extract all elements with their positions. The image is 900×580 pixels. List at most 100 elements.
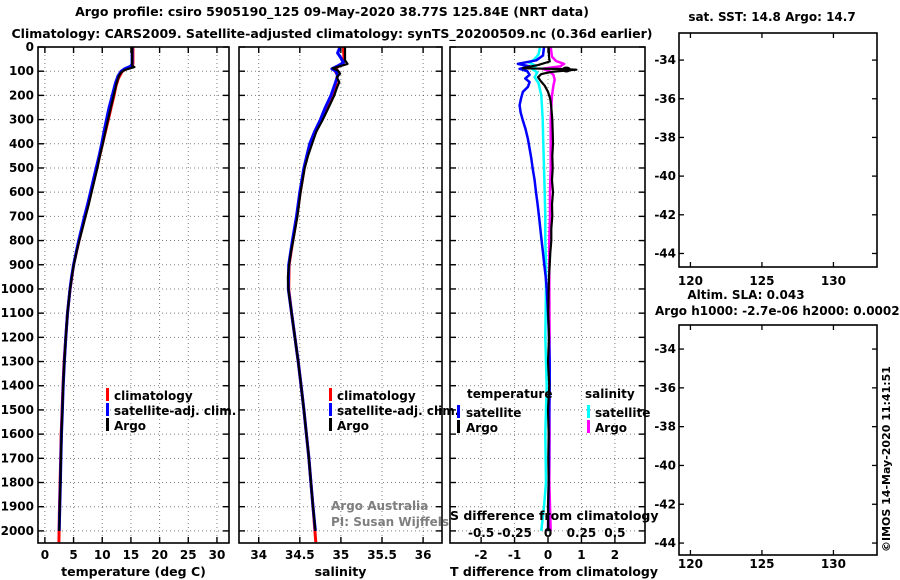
noise-cell — [739, 225, 745, 231]
legend-marker — [457, 420, 460, 433]
depth-tick-label: 1600 — [1, 427, 34, 441]
noise-cell — [709, 51, 715, 57]
noise-cell — [835, 87, 841, 93]
noise-cell — [871, 225, 877, 231]
legend-label: satellite-adj. clim. — [114, 404, 236, 418]
noise-cell — [799, 39, 805, 45]
noise-cell — [819, 465, 826, 472]
noise-cell — [727, 231, 733, 237]
noise-cell — [847, 45, 853, 51]
noise-cell — [763, 51, 769, 57]
noise-cell — [784, 409, 791, 416]
noise-cell — [685, 123, 691, 129]
noise-cell — [841, 141, 847, 147]
noise-cell — [770, 451, 777, 458]
field-blob — [686, 471, 722, 499]
field-blob — [714, 141, 794, 165]
noise-cell — [697, 75, 703, 81]
noise-cell — [745, 135, 751, 141]
noise-cell — [805, 367, 812, 374]
noise-cell — [691, 195, 697, 201]
noise-cell — [829, 105, 835, 111]
noise-cell — [847, 57, 853, 63]
noise-cell — [799, 141, 805, 147]
x-tick-label: 0 — [544, 548, 552, 562]
noise-cell — [745, 99, 751, 105]
noise-cell — [727, 195, 733, 201]
noise-cell — [819, 458, 826, 465]
noise-cell — [763, 535, 770, 542]
noise-cell — [829, 81, 835, 87]
noise-cell — [823, 105, 829, 111]
figure-title-line2: Climatology: CARS2009. Satellite-adjuste… — [11, 26, 653, 41]
noise-cell — [769, 147, 775, 153]
noise-cell — [763, 141, 769, 147]
noise-cell — [775, 81, 781, 87]
noise-cell — [733, 93, 739, 99]
noise-cell — [841, 51, 847, 57]
noise-cell — [859, 99, 865, 105]
noise-cell — [735, 388, 742, 395]
lat-tick-label: -34 — [654, 53, 676, 67]
noise-cell — [840, 507, 847, 514]
noise-cell — [691, 105, 697, 111]
noise-cell — [756, 332, 763, 339]
noise-cell — [835, 195, 841, 201]
noise-cell — [787, 51, 793, 57]
noise-cell — [805, 360, 812, 367]
noise-cell — [777, 374, 784, 381]
noise-cell — [784, 430, 791, 437]
noise-cell — [700, 374, 707, 381]
s-tick-label: -0.25 — [497, 526, 532, 540]
noise-cell — [859, 255, 865, 261]
noise-cell — [805, 33, 811, 39]
noise-cell — [784, 493, 791, 500]
noise-cell — [733, 249, 739, 255]
noise-cell — [763, 381, 770, 388]
noise-cell — [707, 507, 714, 514]
noise-cell — [811, 243, 817, 249]
noise-cell — [756, 360, 763, 367]
noise-cell — [751, 33, 757, 39]
noise-cell — [769, 231, 775, 237]
noise-cell — [691, 183, 697, 189]
noise-cell — [817, 51, 823, 57]
noise-cell — [840, 465, 847, 472]
legend-marker — [587, 420, 590, 433]
noise-cell — [703, 231, 709, 237]
noise-cell — [709, 219, 715, 225]
noise-cell — [685, 207, 691, 213]
noise-cell — [835, 69, 841, 75]
noise-cell — [781, 93, 787, 99]
noise-cell — [853, 99, 859, 105]
noise-cell — [781, 45, 787, 51]
noise-cell — [685, 225, 691, 231]
noise-cell — [777, 388, 784, 395]
noise-cell — [787, 195, 793, 201]
noise-cell — [799, 237, 805, 243]
noise-cell — [787, 201, 793, 207]
field-blob — [848, 389, 880, 441]
noise-cell — [770, 458, 777, 465]
noise-cell — [703, 243, 709, 249]
noise-cell — [847, 465, 854, 472]
noise-cell — [798, 367, 805, 374]
noise-cell — [805, 183, 811, 189]
pixel-noise — [679, 325, 882, 556]
noise-cell — [757, 39, 763, 45]
legend-marker — [329, 403, 332, 416]
noise-cell — [727, 213, 733, 219]
noise-cell — [865, 63, 871, 69]
noise-cell — [745, 201, 751, 207]
noise-cell — [727, 153, 733, 159]
noise-cell — [847, 388, 854, 395]
noise-cell — [823, 159, 829, 165]
lat-tick-label: -42 — [654, 208, 676, 222]
noise-cell — [751, 111, 757, 117]
noise-cell — [697, 177, 703, 183]
noise-cell — [763, 177, 769, 183]
noise-cell — [861, 339, 868, 346]
noise-cell — [763, 521, 770, 528]
noise-cell — [679, 430, 686, 437]
noise-cell — [703, 123, 709, 129]
